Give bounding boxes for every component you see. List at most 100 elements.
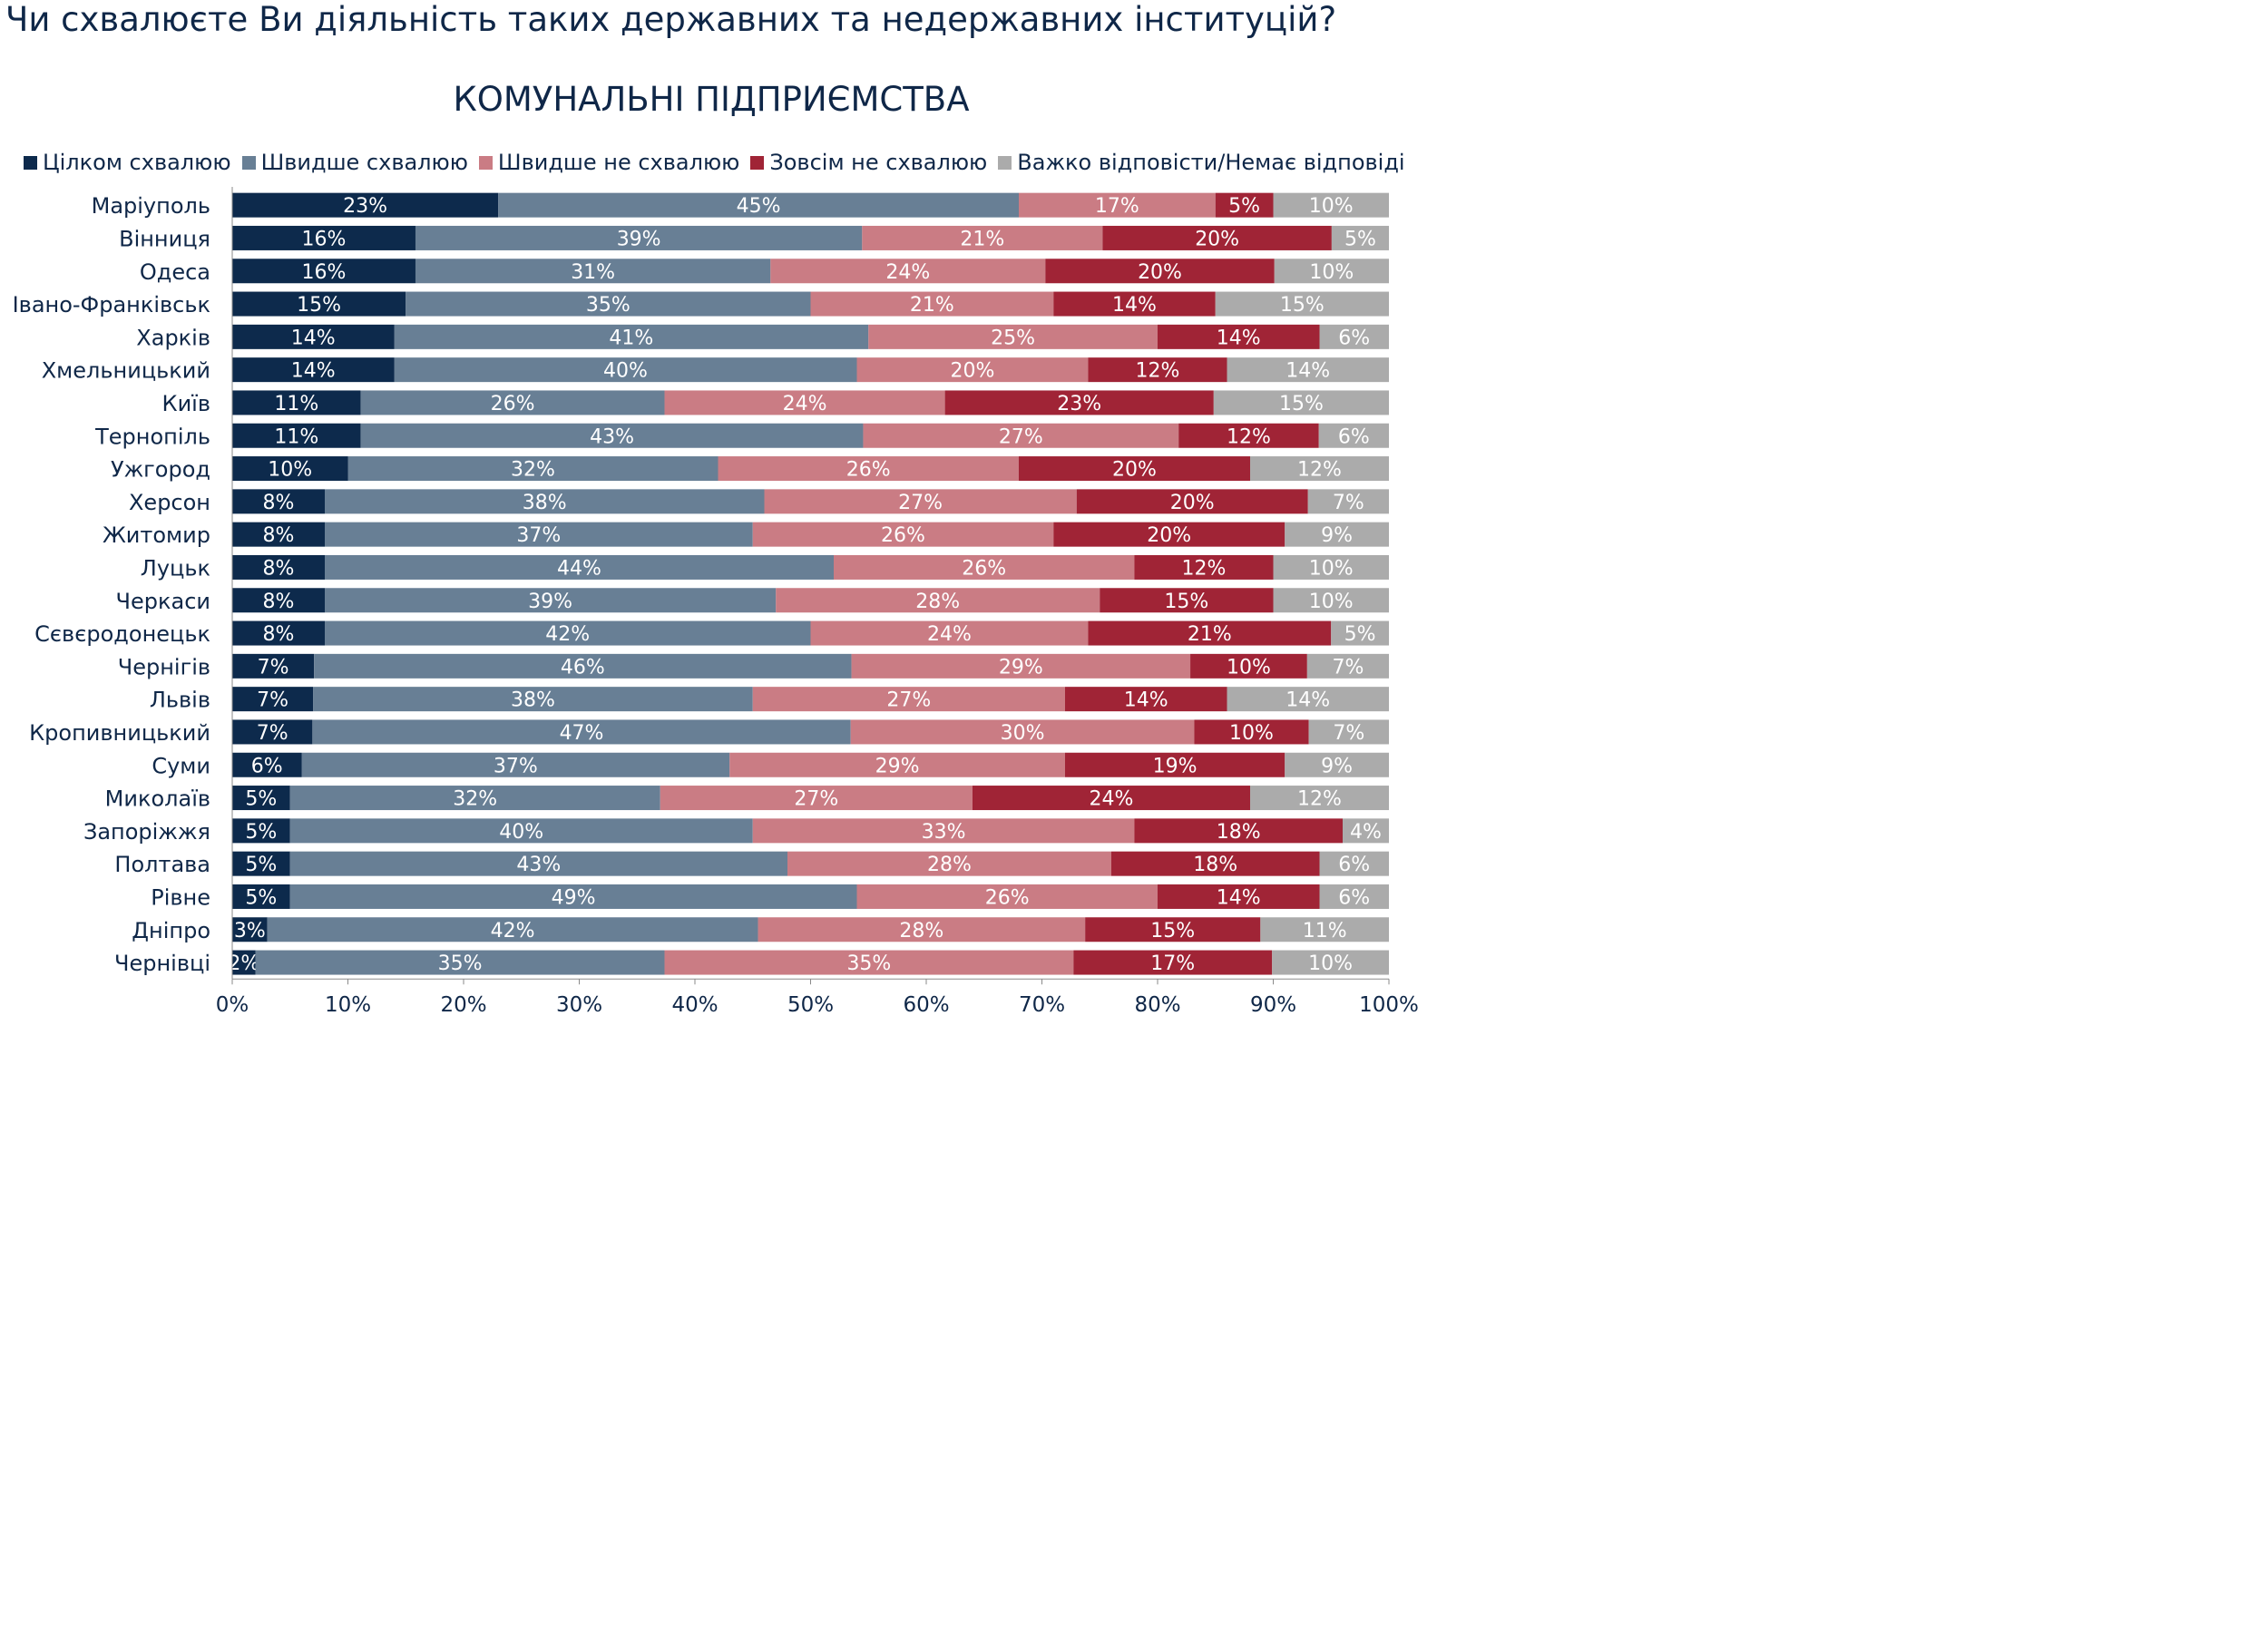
data-label: 29% — [999, 656, 1043, 679]
bar-segment — [1085, 917, 1261, 942]
bar-segment — [752, 687, 1065, 712]
bar-segment — [1285, 752, 1389, 777]
category-label: Кропивницький — [29, 720, 210, 746]
data-label: 11% — [274, 393, 318, 415]
data-label: 35% — [438, 952, 483, 975]
data-label: 12% — [1136, 360, 1180, 383]
legend-item: Цілком схвалюю — [24, 150, 231, 175]
category-label: Луцьк — [141, 555, 210, 581]
legend-swatch — [241, 155, 256, 170]
data-label: 11% — [1303, 920, 1347, 942]
data-label: 10% — [1309, 261, 1354, 284]
data-label: 35% — [846, 952, 891, 975]
x-tick-label: 30% — [556, 993, 602, 1017]
category-label: Маріуполь — [92, 193, 210, 219]
bar-segment — [810, 620, 1089, 646]
data-label: 37% — [494, 755, 538, 777]
legend-item: Швидше не схвалюю — [478, 150, 740, 175]
x-tick-label: 10% — [325, 993, 371, 1017]
bar-segment — [1076, 489, 1308, 514]
bar-segment — [406, 291, 811, 317]
bar-segment — [1019, 456, 1250, 482]
bar-segment — [1073, 950, 1273, 975]
x-tick-label: 90% — [1250, 993, 1296, 1017]
bar-segment — [289, 851, 787, 876]
bar-segment — [1111, 851, 1320, 876]
bar-segment — [394, 357, 857, 383]
bar-segment — [1134, 818, 1343, 844]
data-label: 20% — [951, 360, 995, 383]
bar-segment — [1088, 357, 1227, 383]
legend-item: Важко відповісти/Немає відповіді — [998, 150, 1405, 175]
data-label: 15% — [1280, 294, 1325, 317]
data-label: 27% — [886, 689, 931, 712]
data-label: 26% — [985, 886, 1030, 909]
data-label: 14% — [291, 327, 336, 349]
data-label: 15% — [1150, 920, 1195, 942]
data-label: 7% — [1332, 656, 1364, 679]
bar-segment — [718, 456, 1019, 482]
bar-segment — [1318, 423, 1389, 448]
bar-segment — [1273, 588, 1389, 613]
data-label: 7% — [1333, 492, 1364, 514]
data-label: 10% — [1309, 195, 1354, 218]
data-label: 14% — [1286, 360, 1330, 383]
category-label: Чернігів — [118, 654, 210, 679]
data-label: 5% — [1228, 195, 1260, 218]
bar-segment — [347, 456, 719, 482]
bar-segment — [770, 259, 1046, 284]
data-label: 15% — [1279, 393, 1324, 415]
category-label: Полтава — [114, 852, 210, 877]
bar-segment — [758, 917, 1086, 942]
bar-segment — [232, 259, 415, 284]
legend-label: Зовсім не схвалюю — [769, 150, 988, 175]
data-label: 43% — [516, 854, 561, 876]
bar-segment — [664, 950, 1074, 975]
data-label: 38% — [523, 492, 567, 514]
bar-segment — [973, 786, 1250, 811]
bar-segment — [232, 851, 290, 876]
bar-segment — [232, 554, 325, 580]
legend-label: Швидше не схвалюю — [497, 150, 740, 175]
data-label: 6% — [1338, 854, 1370, 876]
data-label: 12% — [1297, 459, 1342, 482]
data-label: 12% — [1297, 788, 1342, 811]
chart-title: КОМУНАЛЬНІ ПІДПРИЄМСТВА — [453, 80, 970, 119]
data-label: 6% — [1338, 425, 1370, 448]
category-label: Чернівці — [114, 951, 210, 976]
bar-segment — [232, 719, 313, 745]
bar-segment — [863, 423, 1179, 448]
bar-segment — [232, 950, 256, 975]
data-label: 5% — [245, 886, 277, 909]
data-label: 39% — [528, 591, 572, 613]
bar-segment — [232, 917, 268, 942]
bar-segment — [752, 522, 1054, 547]
category-label: Запоріжжя — [83, 819, 210, 845]
data-label: 16% — [302, 261, 347, 284]
data-label: 27% — [999, 425, 1043, 448]
bar-segment — [255, 950, 665, 975]
bar-segment — [1158, 884, 1320, 909]
bar-segment — [787, 851, 1111, 876]
bar-segment — [1227, 687, 1389, 712]
data-label: 26% — [491, 393, 535, 415]
bar-segment — [232, 192, 499, 218]
data-label: 20% — [1112, 459, 1157, 482]
bar-segment — [660, 786, 973, 811]
data-label: 20% — [1147, 524, 1191, 547]
category-label: Суми — [152, 753, 210, 778]
data-label: 24% — [927, 623, 972, 646]
data-label: 24% — [783, 393, 827, 415]
bar-segment — [313, 687, 753, 712]
data-label: 14% — [1112, 294, 1157, 317]
bar-segment — [232, 390, 361, 415]
legend: Цілком схвалюю Швидше схвалюю Швидше не сх… — [24, 149, 1416, 176]
bar-segment — [232, 653, 315, 679]
bar-segment — [232, 786, 290, 811]
bar-segment — [1178, 423, 1319, 448]
data-label: 25% — [991, 327, 1035, 349]
data-label: 14% — [1124, 689, 1168, 712]
bar-segment — [1045, 259, 1275, 284]
bar-segment — [1306, 653, 1389, 679]
legend-swatch — [478, 155, 493, 170]
